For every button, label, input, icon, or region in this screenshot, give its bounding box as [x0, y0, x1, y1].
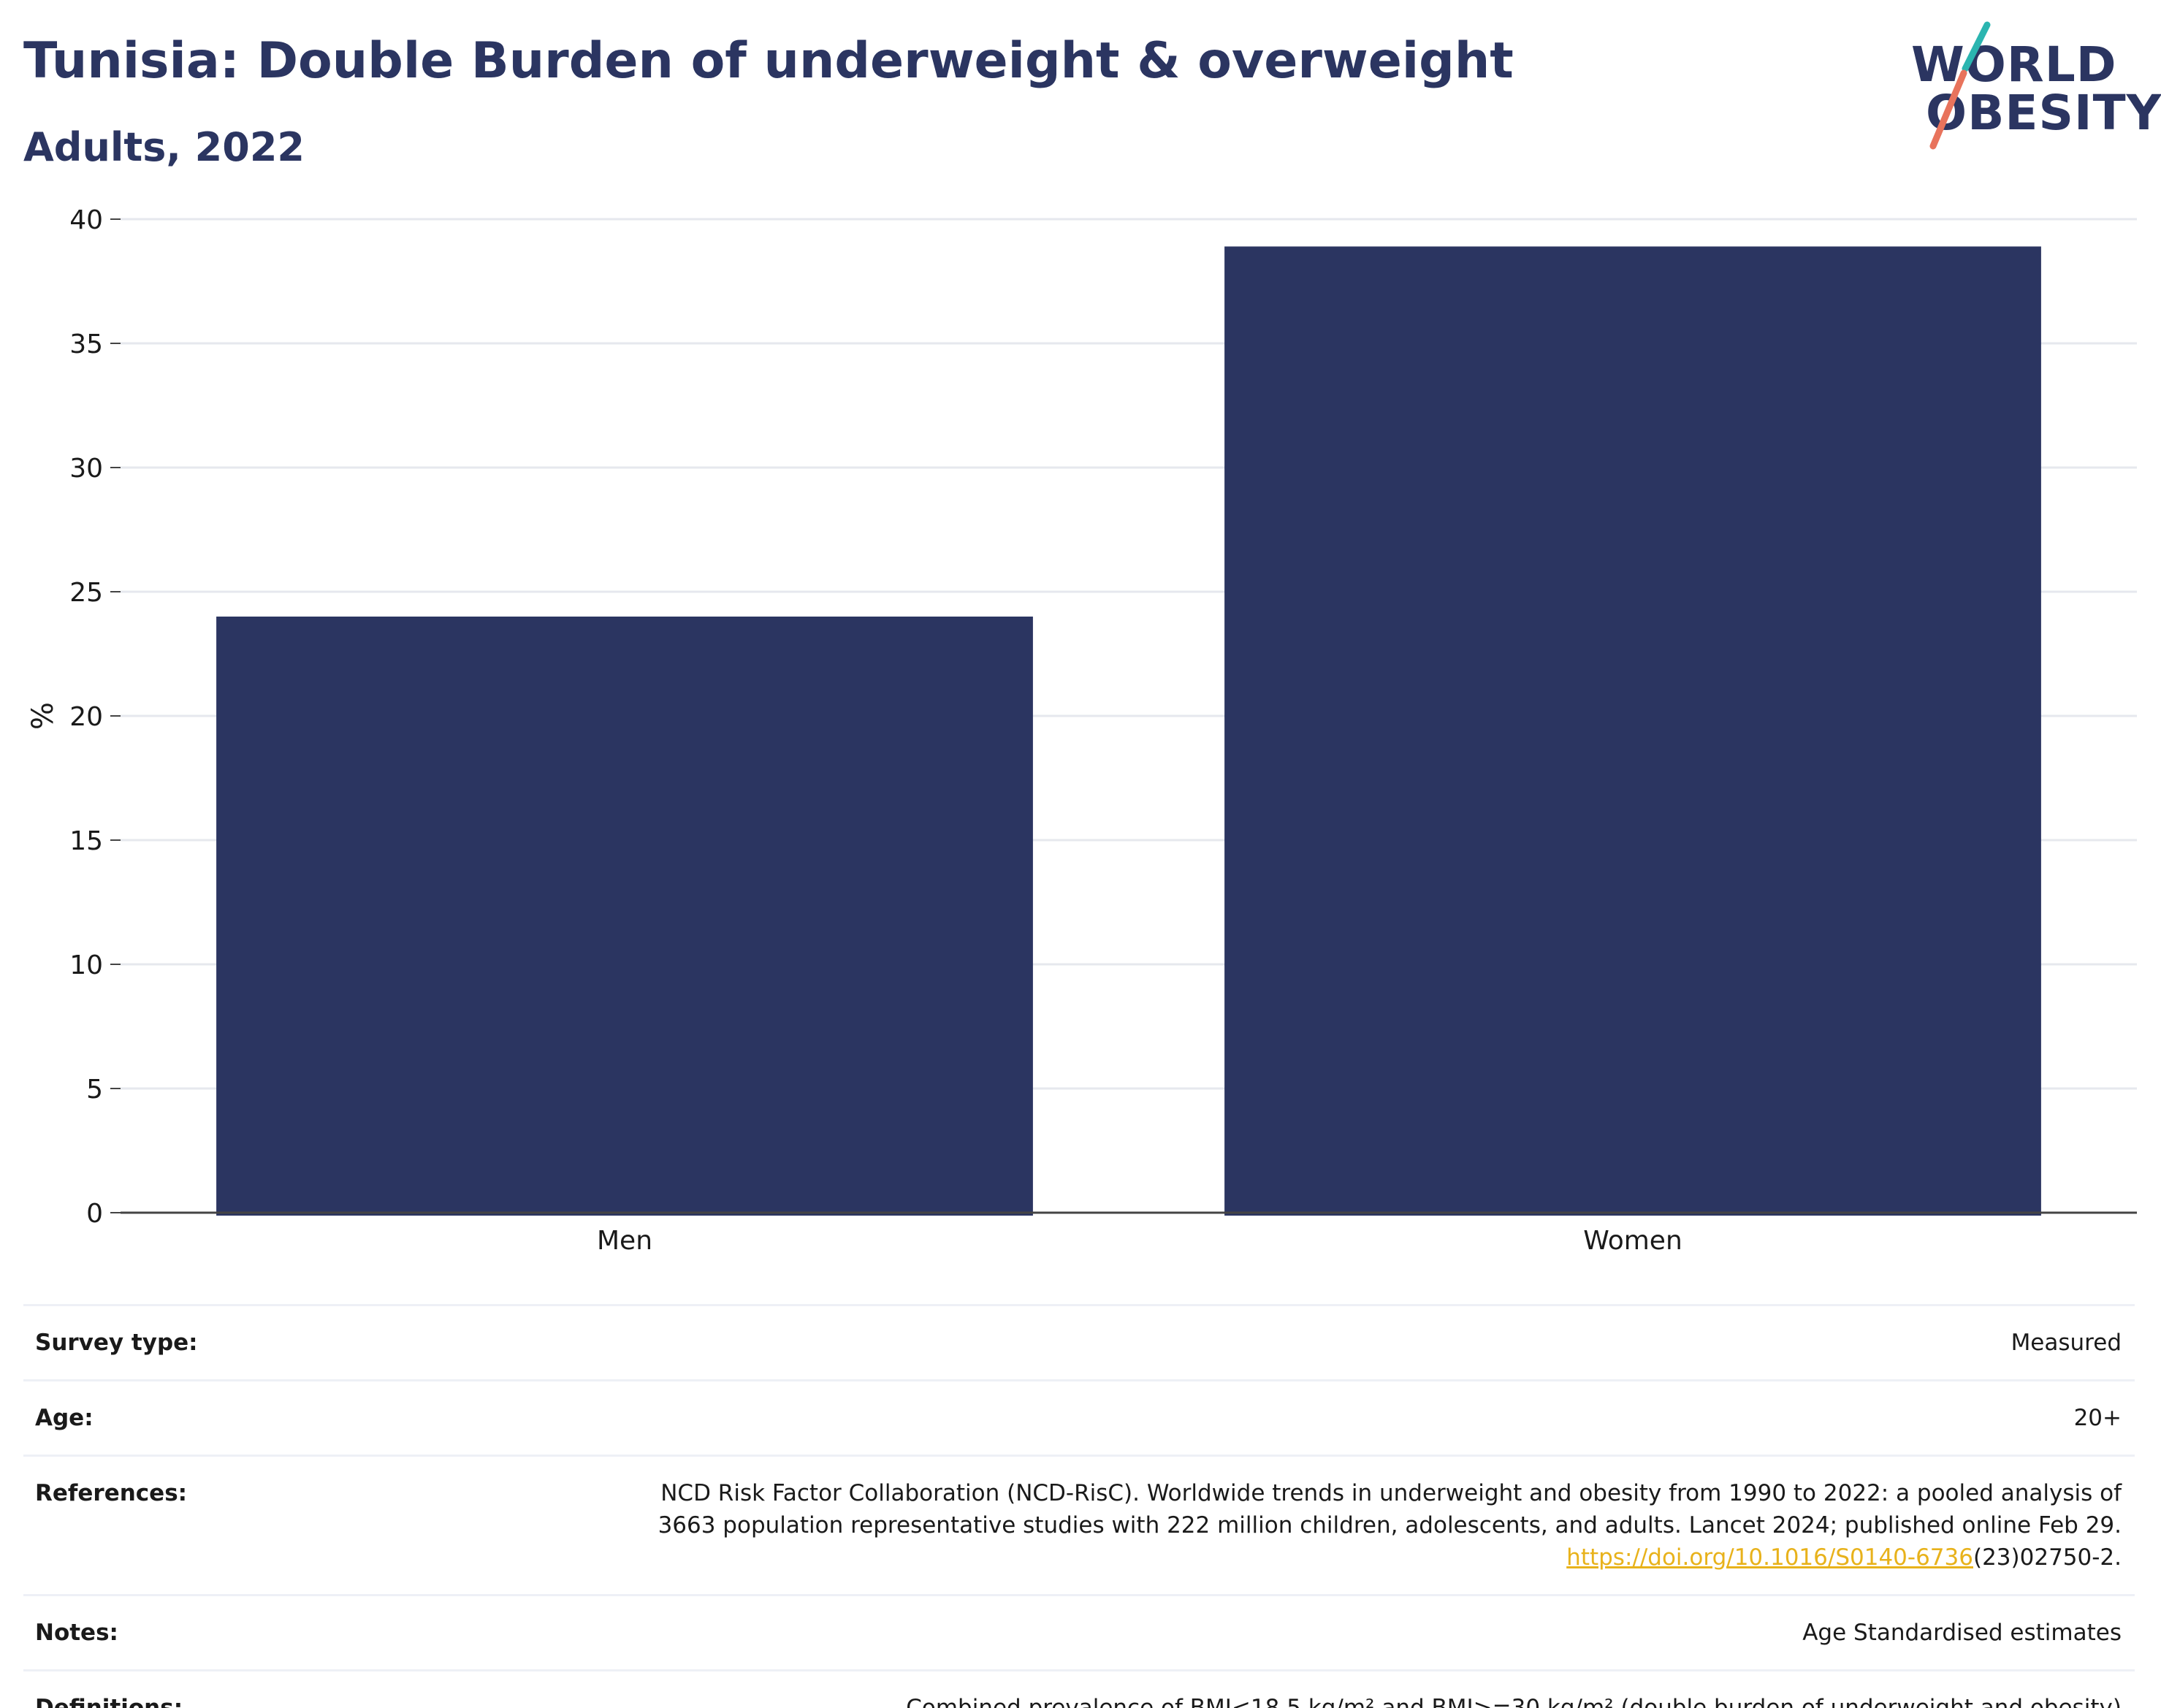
- bars: [216, 246, 2041, 1216]
- bar-women[interactable]: [1224, 246, 2041, 1216]
- x-tick-label: Men: [597, 1226, 652, 1256]
- references-line-1: NCD Risk Factor Collaboration (NCD-RisC)…: [660, 1480, 2122, 1506]
- survey-type-label: Survey type:: [35, 1330, 198, 1356]
- bar-chart: 0 5 10 15 20 25 30 35 40 Men Women%: [0, 190, 2161, 1271]
- info-row-notes: Notes: Age Standardised estimates: [23, 1594, 2135, 1669]
- world-obesity-logo: WORLD OBESITY: [1907, 20, 2161, 152]
- y-tick-label: 15: [69, 826, 103, 856]
- bar-men[interactable]: [216, 617, 1033, 1216]
- y-axis-title: %: [26, 702, 60, 730]
- info-row-survey-type: Survey type: Measured: [23, 1304, 2135, 1379]
- age-label: Age:: [35, 1405, 94, 1431]
- survey-type-value: Measured: [2011, 1330, 2122, 1356]
- info-row-references: References: NCD Risk Factor Collaboratio…: [23, 1455, 2135, 1594]
- y-tick-label: 25: [69, 578, 103, 608]
- logo-word-world: WORLD: [1911, 37, 2117, 93]
- y-tick-label: 0: [86, 1199, 103, 1229]
- notes-value: Age Standardised estimates: [1802, 1620, 2122, 1646]
- logo-slash-icon: [1929, 21, 1991, 150]
- age-value: 20+: [2073, 1405, 2122, 1431]
- references-value: NCD Risk Factor Collaboration (NCD-RisC)…: [658, 1477, 2122, 1574]
- y-tick-label: 20: [69, 702, 103, 732]
- info-row-definitions: Definitions: Combined prevalence of BMI<…: [23, 1669, 2135, 1708]
- info-row-age: Age: 20+: [23, 1379, 2135, 1455]
- y-tick-label: 30: [69, 454, 103, 484]
- x-tick-label: Women: [1583, 1226, 1682, 1256]
- info-table: Survey type: Measured Age: 20+ Reference…: [23, 1304, 2135, 1708]
- references-line-2: 3663 population representative studies w…: [658, 1512, 2122, 1539]
- y-tick-label: 5: [86, 1075, 103, 1105]
- notes-label: Notes:: [35, 1620, 118, 1646]
- references-label: References:: [35, 1480, 188, 1506]
- chart-svg: 0 5 10 15 20 25 30 35 40 Men Women%: [26, 205, 2137, 1256]
- axes: 0 5 10 15 20 25 30 35 40 Men Women%: [26, 205, 2137, 1256]
- chart-subtitle: Adults, 2022: [23, 124, 305, 170]
- definitions-value: Combined prevalence of BMI<18.5 kg/m² an…: [906, 1695, 2122, 1708]
- y-tick-label: 10: [69, 950, 103, 980]
- doi-suffix: (23)02750-2.: [1973, 1544, 2122, 1571]
- logo-word-obesity: OBESITY: [1926, 85, 2161, 141]
- doi-link[interactable]: https://doi.org/10.1016/S0140-6736: [1566, 1544, 1973, 1571]
- y-tick-label: 35: [69, 329, 103, 359]
- references-line-3: https://doi.org/10.1016/S0140-6736(23)02…: [658, 1541, 2122, 1574]
- chart-title: Tunisia: Double Burden of underweight & …: [23, 32, 1514, 90]
- y-tick-label: 40: [69, 205, 103, 235]
- definitions-label: Definitions:: [35, 1695, 183, 1708]
